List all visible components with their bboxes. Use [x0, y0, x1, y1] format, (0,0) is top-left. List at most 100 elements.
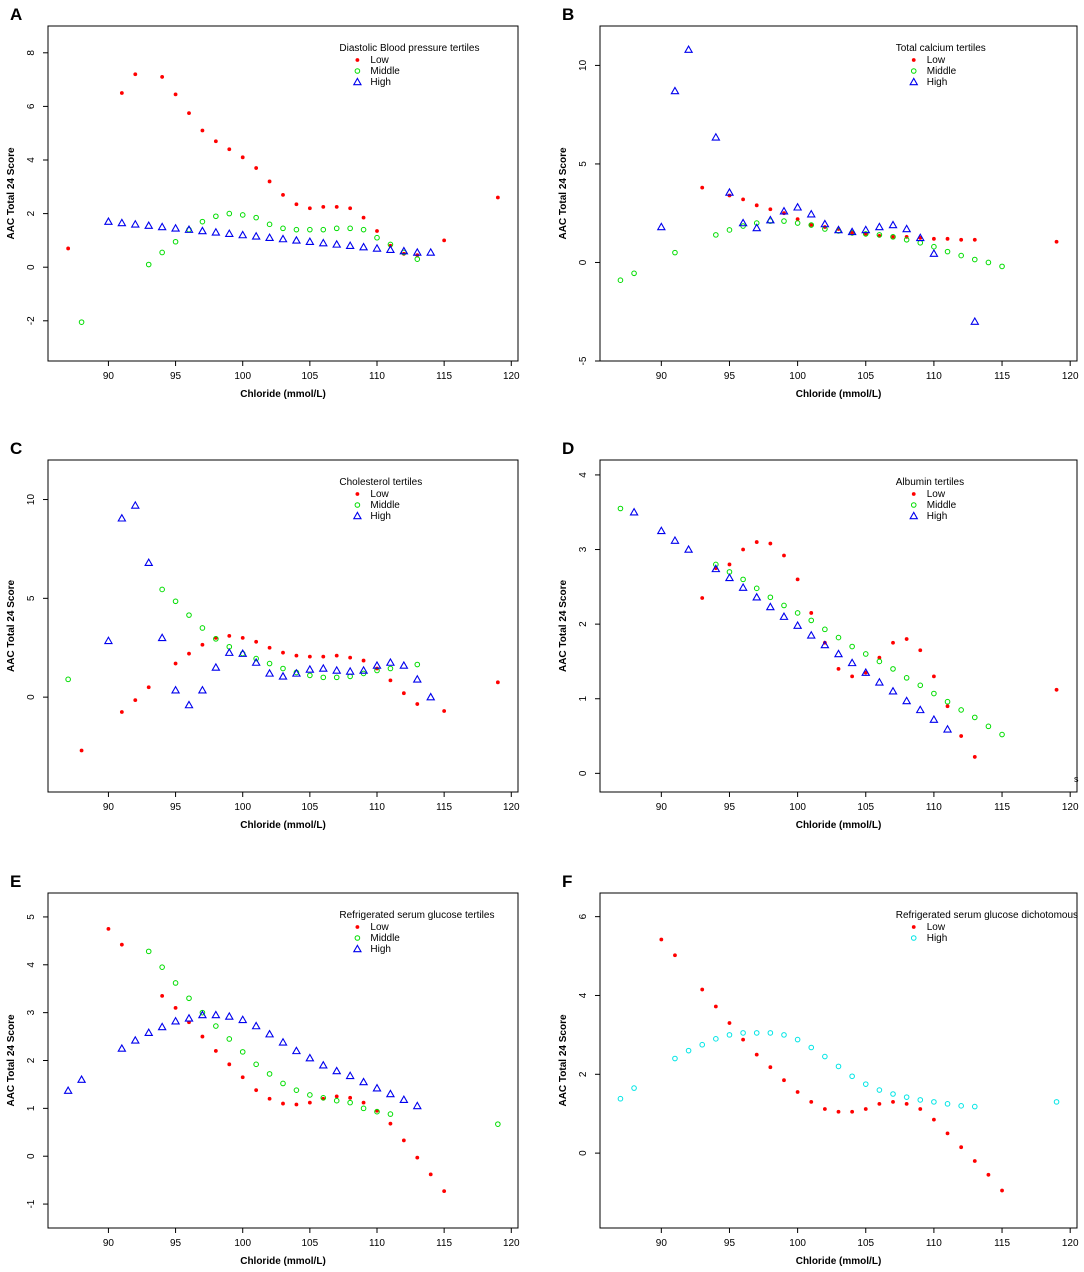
data-point	[133, 698, 138, 703]
data-point	[781, 218, 787, 224]
x-tick-label: 90	[656, 371, 668, 382]
data-point	[334, 653, 339, 658]
data-point	[959, 237, 964, 242]
panel-b: B Total calcium tertiles 90 95 100 105 110 11…	[558, 5, 1079, 400]
data-point	[971, 714, 978, 721]
panel-letter: A	[10, 5, 22, 24]
data-point	[918, 648, 923, 653]
data-point	[793, 202, 803, 211]
series-middle	[65, 586, 421, 683]
panel-letter: B	[562, 5, 574, 24]
data-point	[929, 714, 939, 723]
legend-marker	[910, 502, 917, 508]
data-point	[822, 1053, 828, 1060]
legend-marker	[909, 77, 919, 86]
data-point	[345, 241, 355, 250]
data-point	[862, 651, 869, 657]
legend-marker	[911, 58, 916, 62]
data-point	[375, 229, 379, 233]
legend-marker	[355, 925, 360, 929]
y-axis-label: AAC Total 24 Score	[6, 1014, 17, 1106]
data-point	[293, 1087, 300, 1093]
data-point	[66, 246, 71, 251]
data-point	[238, 230, 248, 239]
data-point	[119, 942, 124, 947]
data-point	[227, 633, 232, 638]
data-point	[809, 1099, 814, 1104]
legend-marker	[352, 944, 362, 953]
panel-letter: D	[562, 439, 574, 458]
data-point	[157, 633, 167, 642]
data-point	[428, 1172, 433, 1177]
data-point	[345, 666, 355, 675]
y-axis-label: AAC Total 24 Score	[6, 147, 17, 239]
data-point	[360, 1105, 367, 1112]
plot-frame	[47, 25, 519, 362]
data-point	[1053, 1099, 1060, 1105]
series-high	[103, 216, 436, 256]
data-point	[724, 573, 735, 582]
data-point	[426, 692, 436, 701]
data-point	[659, 937, 664, 942]
data-point	[401, 1138, 406, 1143]
data-point	[809, 223, 814, 227]
y-axis-label: AAC Total 24 Score	[558, 147, 569, 239]
data-point	[1054, 687, 1059, 692]
y-tick-label: 0	[26, 694, 37, 700]
x-axis-label: Chloride (mmol/L)	[796, 820, 882, 831]
data-point	[931, 690, 937, 697]
data-point	[305, 1053, 315, 1062]
data-point	[160, 75, 165, 79]
data-point	[226, 210, 233, 217]
data-point	[822, 1107, 827, 1111]
data-point	[836, 666, 841, 671]
data-point	[495, 680, 500, 685]
data-point	[713, 232, 719, 238]
series-high	[656, 44, 980, 325]
x-tick-label: 100	[234, 371, 251, 382]
data-point	[700, 987, 705, 992]
series-middle	[617, 505, 1005, 738]
data-point	[876, 232, 883, 238]
data-point	[321, 205, 326, 209]
y-tick-label: 3	[578, 546, 589, 552]
data-point	[959, 734, 964, 738]
legend-marker	[911, 925, 916, 929]
data-point	[713, 1004, 718, 1009]
data-point	[171, 685, 181, 694]
data-point	[877, 1101, 882, 1106]
data-point	[795, 217, 800, 222]
y-tick-label: 0	[26, 1153, 37, 1159]
panel-letter: C	[10, 439, 22, 458]
data-point	[809, 611, 814, 615]
data-point	[334, 1094, 339, 1099]
x-axis-label: Chloride (mmol/L)	[240, 1256, 326, 1267]
y-tick-label: 5	[578, 161, 589, 167]
plot-frame	[599, 892, 1078, 1229]
data-point	[280, 1080, 286, 1087]
data-point	[348, 1095, 353, 1100]
x-tick-label: 120	[1062, 371, 1079, 382]
x-tick-label: 90	[103, 1238, 115, 1249]
x-tick-label: 120	[1062, 802, 1079, 813]
data-point	[781, 1032, 787, 1038]
data-point	[385, 245, 395, 254]
data-point	[187, 651, 191, 656]
data-point	[333, 674, 340, 681]
data-point	[294, 1102, 299, 1107]
data-point	[265, 668, 275, 677]
series-high	[103, 500, 436, 709]
data-point	[144, 1028, 154, 1036]
data-point	[227, 147, 232, 152]
data-point	[372, 1083, 382, 1092]
data-point	[213, 139, 218, 144]
data-point	[253, 1061, 259, 1068]
data-point	[281, 650, 285, 655]
data-point	[200, 128, 205, 133]
data-point	[794, 610, 801, 616]
y-tick-label: 2	[26, 1057, 37, 1063]
data-point	[495, 195, 500, 200]
data-point	[833, 225, 844, 234]
data-point	[278, 234, 288, 243]
